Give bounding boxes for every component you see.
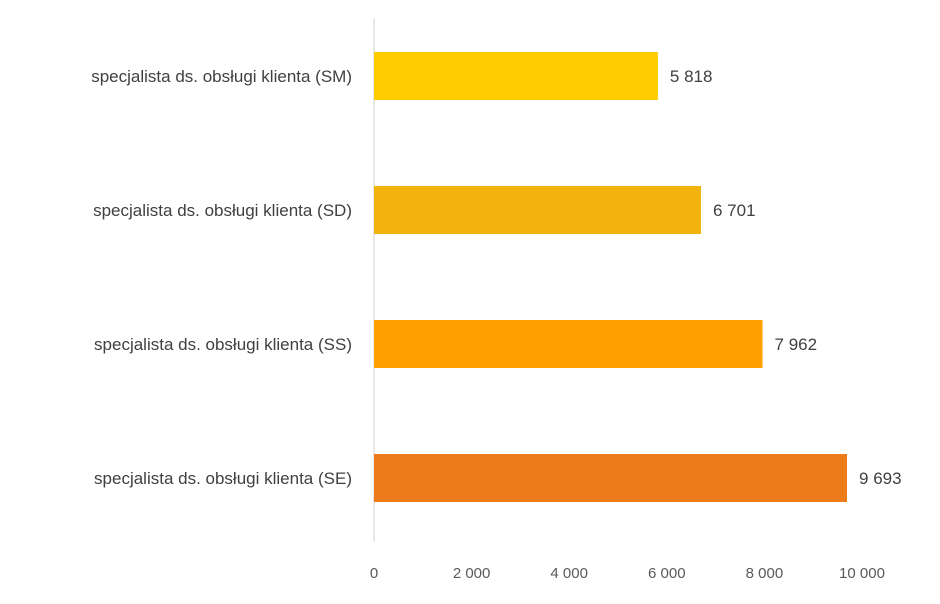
bar-3	[374, 454, 848, 502]
bar-2	[374, 320, 763, 368]
value-label-2: 7 962	[775, 335, 818, 354]
x-tick-label-3: 6 000	[648, 565, 686, 582]
bar-1	[374, 186, 702, 234]
category-labels-group: specjalista ds. obsługi klienta (SM) spec…	[91, 67, 352, 488]
bar-0	[374, 52, 658, 100]
x-tick-label-0: 0	[370, 565, 378, 582]
value-label-0: 5 818	[670, 67, 713, 86]
bars-group	[374, 52, 848, 502]
x-tick-label-4: 8 000	[746, 565, 784, 582]
x-tick-label-1: 2 000	[453, 565, 491, 582]
value-label-1: 6 701	[713, 201, 756, 220]
category-label-1: specjalista ds. obsługi klienta (SD)	[93, 201, 352, 220]
category-label-2: specjalista ds. obsługi klienta (SS)	[94, 335, 352, 354]
category-label-0: specjalista ds. obsługi klienta (SM)	[91, 67, 352, 86]
value-labels-group: 5 818 6 701 7 962 9 693	[670, 67, 902, 488]
category-label-3: specjalista ds. obsługi klienta (SE)	[94, 469, 352, 488]
value-label-3: 9 693	[859, 469, 902, 488]
x-tick-labels-group: 0 2 000 4 000 6 000 8 000 10 000	[370, 565, 885, 582]
x-tick-label-2: 4 000	[550, 565, 588, 582]
x-tick-label-5: 10 000	[839, 565, 885, 582]
